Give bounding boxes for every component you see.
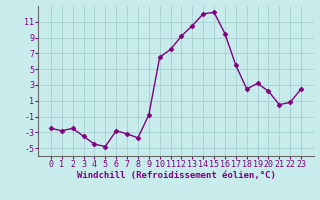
X-axis label: Windchill (Refroidissement éolien,°C): Windchill (Refroidissement éolien,°C) [76,171,276,180]
